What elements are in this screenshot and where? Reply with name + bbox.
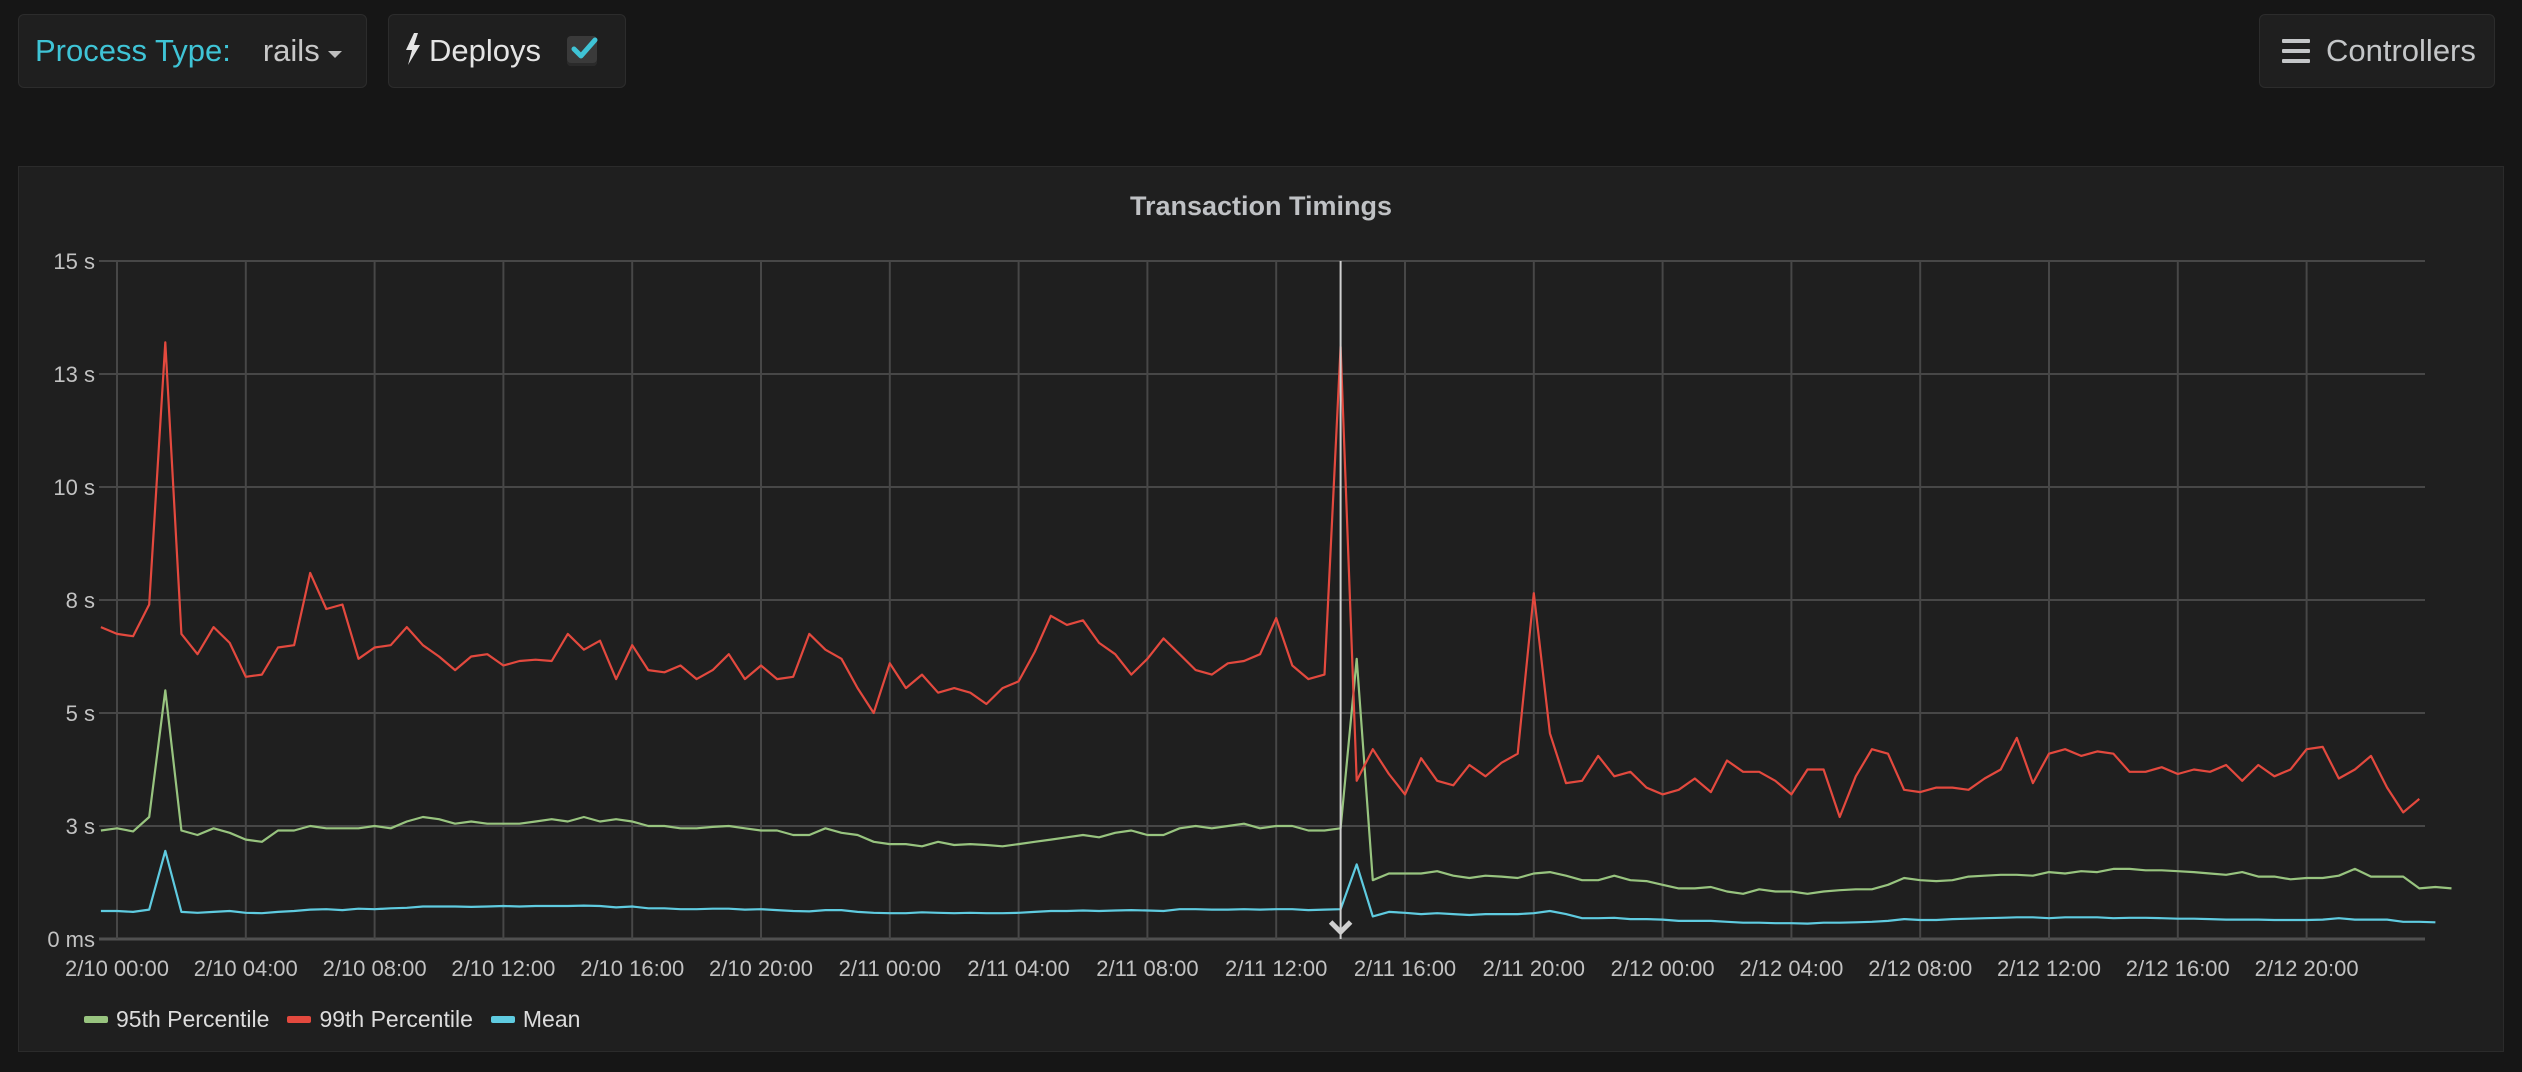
deploys-checkbox[interactable] [567,36,598,66]
x-tick-label: 2/11 00:00 [839,956,941,981]
legend-label-mean: Mean [522,1006,581,1032]
x-tick-label: 2/11 08:00 [1096,956,1198,981]
y-tick-label: 13 s [53,362,95,387]
legend-swatch-p95 [84,1016,108,1023]
x-tick-label: 2/10 12:00 [451,956,555,981]
x-tick-label: 2/10 04:00 [194,956,298,981]
chevron-down-icon[interactable] [1328,920,1353,936]
legend-item-p95[interactable]: 95th Percentile [84,1006,269,1033]
x-tick-label: 2/11 16:00 [1354,956,1456,981]
x-tick-label: 2/11 20:00 [1483,956,1585,981]
x-tick-label: 2/11 12:00 [1225,956,1327,981]
legend-item-p99[interactable]: 99th Percentile [287,1006,473,1033]
x-tick-label: 2/10 00:00 [65,956,169,981]
x-tick-label: 2/11 04:00 [967,956,1069,981]
process-type-value[interactable]: rails [262,33,320,68]
deploys-label: Deploys [429,33,541,68]
x-tick-label: 2/12 04:00 [1739,956,1843,981]
process-type-label: Process Type: [35,33,231,68]
checkmark-icon [571,37,598,59]
legend-label-p95: 95th Percentile [116,1006,270,1032]
chart-panel: Transaction Timings 0 ms 3 s 5 s 8 s 10 s 13 … [18,166,2504,1052]
chart-lines [100,341,2452,925]
deploys-toggle[interactable]: Deploys [388,14,626,88]
controllers-button[interactable]: Controllers [2259,14,2495,88]
legend-item-mean[interactable]: Mean [490,1006,581,1033]
y-axis-labels: 0 ms 3 s 5 s 8 s 10 s 13 s 15 s [47,249,95,952]
x-tick-label: 2/12 20:00 [2255,956,2359,981]
x-tick-label: 2/12 16:00 [2126,956,2230,981]
series-line-95th-percentile[interactable] [100,657,2452,895]
series-line-99th-percentile[interactable] [100,341,2421,819]
process-type-selector[interactable]: Process Type: rails [18,14,367,88]
y-tick-label: 15 s [53,249,95,274]
x-tick-label: 2/10 20:00 [709,956,813,981]
legend-swatch-p99 [287,1016,312,1023]
y-tick-label: 8 s [66,588,95,613]
controllers-label: Controllers [2326,33,2476,68]
legend-label-p99: 99th Percentile [319,1006,473,1032]
caret-down-icon[interactable] [327,50,342,58]
x-axis-labels: 2/10 00:00 2/10 04:00 2/10 08:00 2/10 12:00… [65,956,2359,981]
y-tick-label: 5 s [66,701,95,726]
chart-legend: 95th Percentile 99th Percentile Mean [84,1006,598,1033]
y-tick-label: 3 s [66,814,95,839]
y-tick-label: 0 ms [47,927,95,952]
chart-grid [99,260,2425,941]
lightning-bolt-icon [405,32,421,70]
x-tick-label: 2/12 12:00 [1997,956,2101,981]
x-tick-label: 2/10 08:00 [323,956,427,981]
y-tick-label: 10 s [53,475,95,500]
x-tick-label: 2/12 00:00 [1611,956,1715,981]
chart-title: Transaction Timings [1129,191,1393,221]
hamburger-menu-icon [2282,39,2310,63]
x-tick-label: 2/12 08:00 [1868,956,1972,981]
deploy-markers [1328,261,1353,939]
series-line-mean[interactable] [100,849,2436,925]
legend-swatch-mean [490,1016,515,1023]
x-tick-label: 2/10 16:00 [580,956,684,981]
